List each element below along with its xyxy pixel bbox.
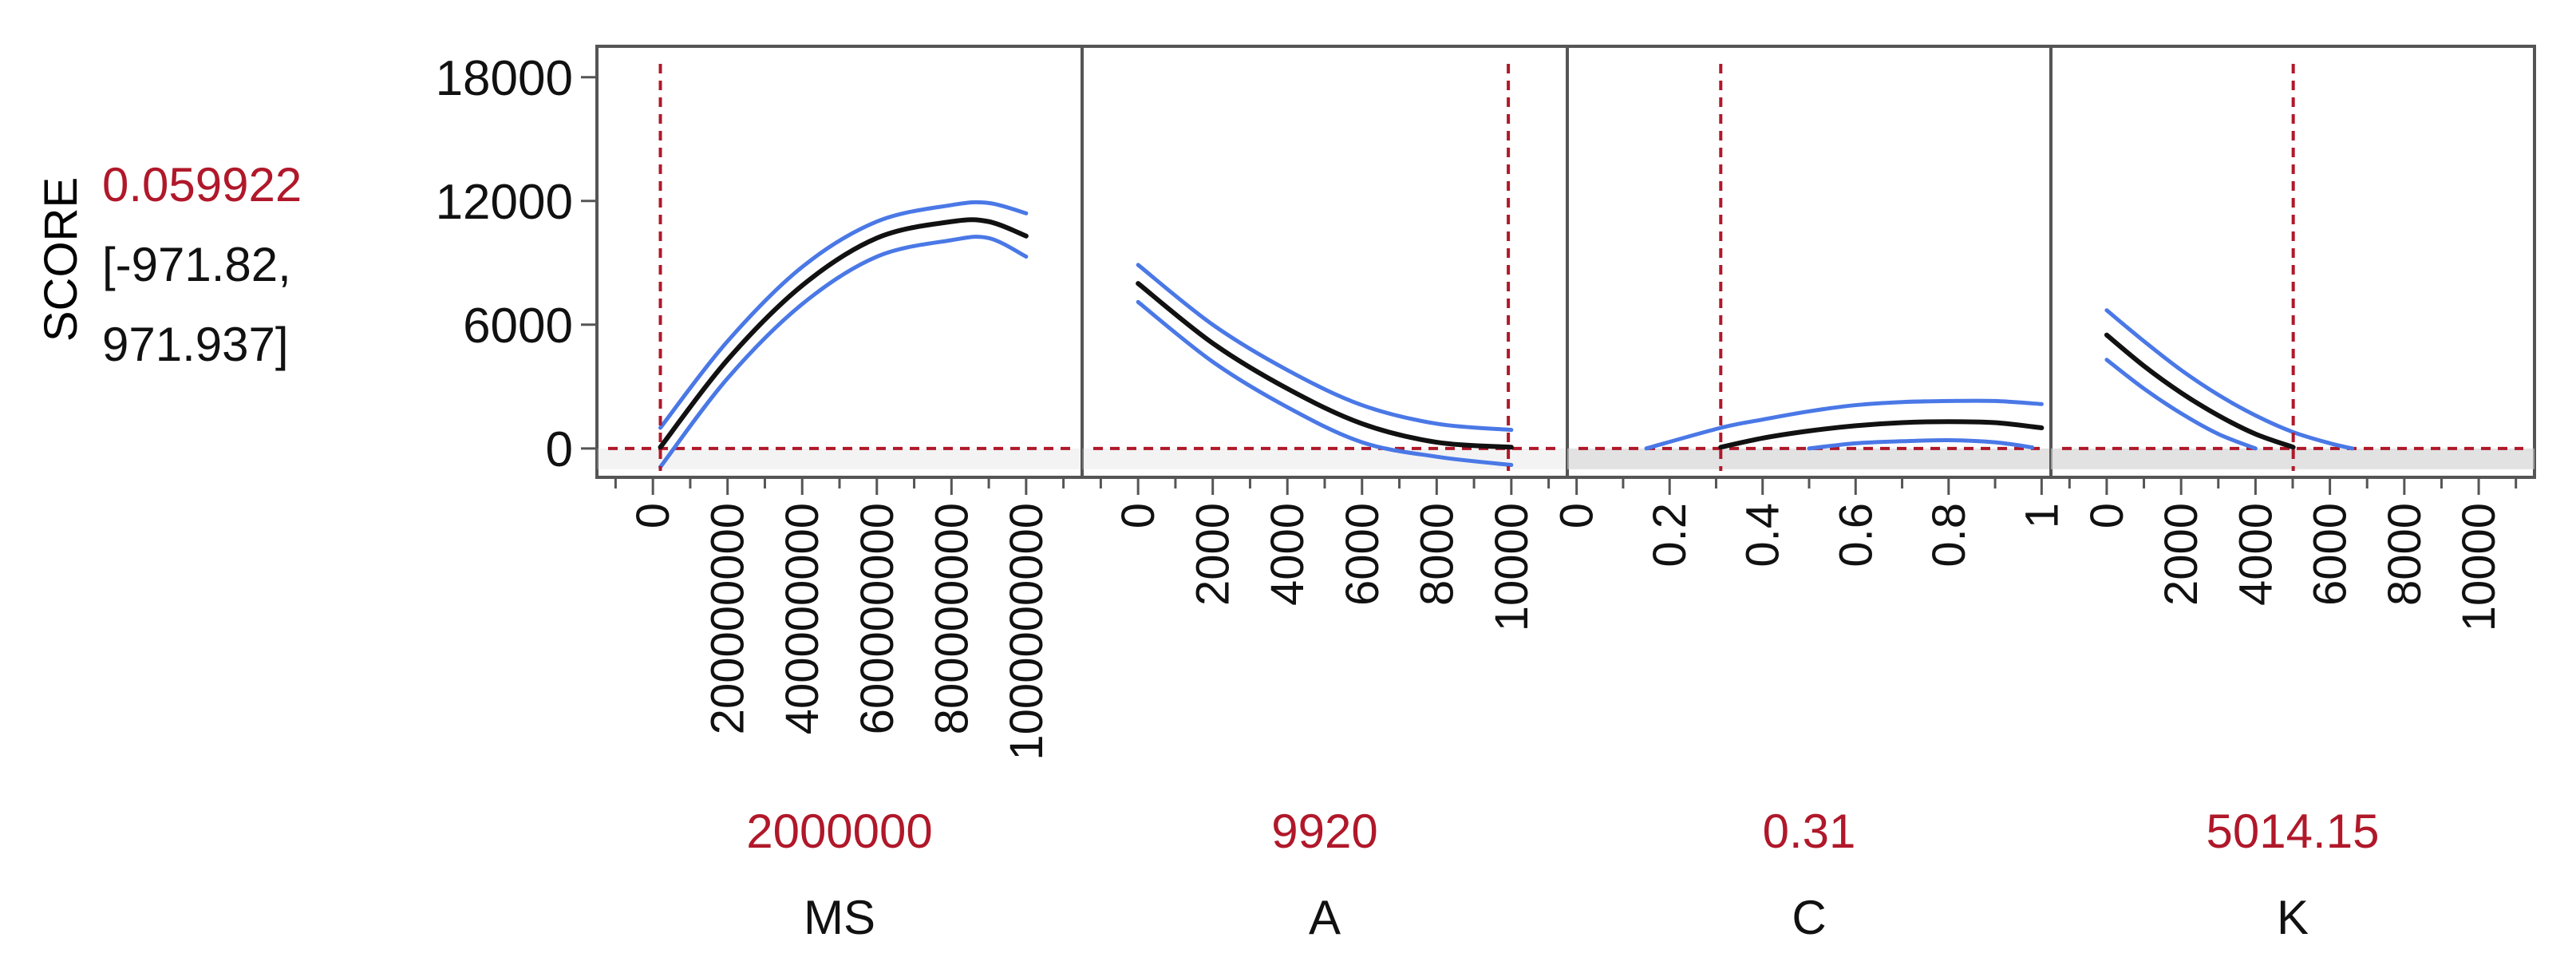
- y-tick-label: 6000: [463, 299, 573, 354]
- panel-frame: [1081, 45, 1569, 479]
- response-ci-lower: [-971.82,: [102, 238, 291, 291]
- panel-frame: [2049, 45, 2536, 479]
- panel-k: 0 2000 4000 6000 8000 10000 5014.15 K: [2049, 45, 2536, 944]
- factor-current-value[interactable]: 5014.15: [2207, 805, 2380, 858]
- prediction-curve: [1136, 281, 1514, 450]
- factor-name: MS: [804, 891, 875, 944]
- x-tick-label: 0: [1551, 503, 1603, 528]
- profiler-panels: 0 200000000 400000000 600000000 800000000 100…: [595, 45, 2536, 944]
- ci-shade: [1082, 448, 1567, 469]
- factor-current-value[interactable]: 0.31: [1763, 805, 1856, 858]
- x-tick-label: 8000: [1411, 503, 1463, 606]
- x-tick-label: 2000: [1187, 503, 1239, 606]
- x-tick-label: 0: [627, 503, 679, 528]
- y-axis: 0 6000 12000 18000: [436, 51, 597, 477]
- lower-ci-curve: [1136, 299, 1514, 467]
- x-tick-label: 2000: [2155, 503, 2207, 606]
- x-tick-label: 6000: [2305, 503, 2357, 606]
- upper-ci-curve: [2104, 308, 2355, 451]
- factor-name: A: [1309, 891, 1341, 944]
- x-tick-label: 200000000: [702, 503, 754, 734]
- x-tick-label: 1000000000: [1001, 503, 1053, 761]
- y-axis-label: SCORE: [35, 177, 87, 342]
- x-tick-label: 10000: [2453, 503, 2505, 631]
- panel-a: 0 2000 4000 6000 8000 10000 9920 A: [1081, 45, 1569, 944]
- response-ci-upper: 971.937]: [102, 318, 289, 371]
- lower-ci-curve: [1807, 437, 2035, 451]
- x-tick-label: 0.8: [1923, 503, 1975, 568]
- x-tick-label: 4000: [1262, 503, 1314, 606]
- factor-current-value[interactable]: 9920: [1271, 805, 1377, 858]
- plot-area[interactable]: [2051, 308, 2535, 469]
- prediction-curve: [658, 217, 1029, 450]
- y-tick-label: 18000: [436, 51, 573, 106]
- upper-ci-curve: [1136, 263, 1514, 433]
- x-tick-label: 800000000: [926, 503, 978, 734]
- panel-ms: 0 200000000 400000000 600000000 800000000 100…: [595, 45, 1084, 944]
- lower-ci-curve: [2104, 358, 2258, 451]
- x-tick-label: 8000: [2379, 503, 2431, 606]
- ci-shade: [597, 448, 1082, 469]
- x-tick-label: 600000000: [851, 503, 903, 734]
- x-tick-label: 0: [2081, 503, 2133, 528]
- upper-ci-curve: [1644, 398, 2044, 451]
- y-tick-label: 12000: [436, 175, 573, 230]
- panel-c: 0 0.2 0.4 0.6 0.8 1 0.31 C: [1551, 45, 2068, 944]
- x-tick-label: 0: [1112, 503, 1164, 528]
- plot-area[interactable]: [1082, 263, 1567, 469]
- x-tick-label: 0.4: [1737, 503, 1789, 568]
- y-axis-title: SCORE: [35, 177, 87, 342]
- plot-area[interactable]: [1567, 398, 2051, 469]
- plot-area[interactable]: [597, 200, 1082, 469]
- x-tick-label: 0.6: [1830, 503, 1882, 568]
- x-tick-label: 1: [2016, 503, 2068, 528]
- x-tick-label: 400000000: [776, 503, 828, 734]
- ci-shade: [1567, 448, 2051, 469]
- factor-name: C: [1792, 891, 1826, 944]
- prediction-curve: [2104, 332, 2296, 450]
- lower-ci-curve: [658, 235, 1029, 469]
- prediction-curve: [1718, 419, 2045, 450]
- factor-name: K: [2277, 891, 2309, 944]
- x-tick-label: 4000: [2230, 503, 2282, 606]
- y-tick-label: 0: [546, 422, 573, 477]
- factor-current-value[interactable]: 2000000: [746, 805, 933, 858]
- x-tick-label: 10000: [1486, 503, 1538, 631]
- response-current-value[interactable]: 0.059922: [102, 158, 302, 212]
- x-tick-label: 0.2: [1644, 503, 1696, 568]
- upper-ci-curve: [658, 200, 1029, 430]
- x-tick-label: 6000: [1337, 503, 1389, 606]
